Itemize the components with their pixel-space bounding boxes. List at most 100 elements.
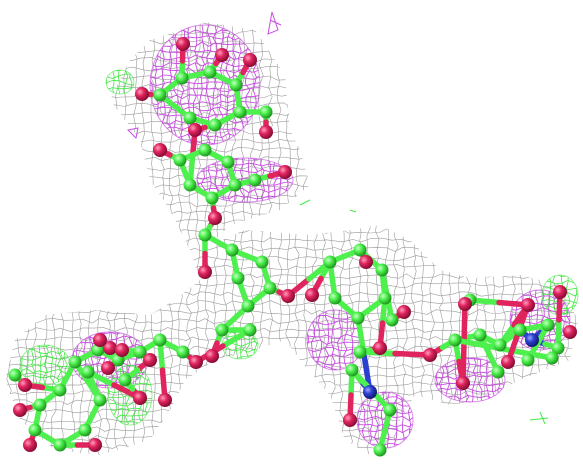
- oxygen-atom: [18, 378, 32, 392]
- oxygen-atom: [458, 297, 472, 311]
- oxygen-atom: [143, 353, 157, 367]
- mesh-fragment-top: [268, 12, 281, 34]
- oxygen-atom: [205, 349, 219, 363]
- carbon-atom: [449, 334, 462, 347]
- oxygen-atom: [188, 123, 202, 137]
- carbon-atom: [174, 154, 187, 167]
- mesh-fragment-right: [530, 412, 548, 424]
- carbon-atom: [546, 352, 559, 365]
- carbon-atom: [79, 424, 92, 437]
- carbon-atom: [260, 106, 273, 119]
- oxygen-atom: [397, 305, 411, 319]
- oxygen-atom: [23, 438, 37, 452]
- carbon-atom: [379, 292, 392, 305]
- density-mesh: [0, 12, 583, 468]
- carbon-atom: [234, 106, 247, 119]
- carbon-atom: [352, 312, 365, 325]
- carbon-atom: [354, 346, 367, 359]
- carbon-atom: [514, 324, 527, 337]
- carbon-atom: [232, 272, 245, 285]
- carbon-atom: [374, 444, 387, 457]
- carbon-atom: [474, 329, 487, 342]
- oxygen-atom: [563, 325, 577, 339]
- oxygen-atom: [243, 53, 257, 67]
- nitrogen-atom: [363, 385, 377, 399]
- carbon-atom: [494, 339, 507, 352]
- carbon-atom: [329, 292, 342, 305]
- carbon-atom: [346, 364, 359, 377]
- oxygen-atom: [198, 265, 212, 279]
- mesh-green-top: [104, 69, 139, 96]
- carbon-atom: [256, 256, 269, 269]
- oxygen-atom: [305, 288, 319, 302]
- oxygen-atom: [456, 376, 470, 390]
- carbon-atom: [94, 394, 107, 407]
- carbon-atom: [9, 369, 22, 382]
- carbon-atom: [386, 314, 399, 327]
- mesh-fragment-left: [128, 128, 138, 138]
- oxygen-atom: [189, 355, 203, 369]
- carbon-atom: [492, 366, 505, 379]
- oxygen-atom: [343, 413, 357, 427]
- carbon-atom: [522, 354, 535, 367]
- nitrogen-atom: [525, 333, 539, 347]
- carbon-atom: [376, 264, 389, 277]
- oxygen-atom: [88, 438, 102, 452]
- carbon-atom: [34, 399, 47, 412]
- oxygen-atom: [521, 298, 535, 312]
- carbon-atom: [54, 384, 67, 397]
- oxygen-atom: [176, 37, 190, 51]
- carbon-atom: [154, 334, 167, 347]
- carbon-atom: [354, 244, 367, 257]
- oxygen-atom: [553, 285, 567, 299]
- carbon-atom: [29, 424, 42, 437]
- carbon-atom: [176, 72, 189, 85]
- oxygen-atom: [158, 393, 172, 407]
- carbon-atom: [204, 66, 217, 79]
- carbon-atom: [264, 282, 277, 295]
- oxygen-atom: [93, 333, 107, 347]
- oxygen-atom: [133, 391, 147, 405]
- carbon-atom: [216, 324, 229, 337]
- carbon-atom: [324, 256, 337, 269]
- carbon-atom: [184, 179, 197, 192]
- carbon-atom: [244, 324, 257, 337]
- oxygen-atom: [359, 255, 373, 269]
- carbon-atom: [54, 439, 67, 452]
- oxygen-atom: [281, 289, 295, 303]
- carbon-atom: [199, 229, 212, 242]
- carbon-atom: [230, 79, 243, 92]
- carbon-atom: [184, 112, 197, 125]
- carbon-atom: [82, 366, 95, 379]
- carbon-atom: [69, 356, 82, 369]
- carbon-atom: [542, 319, 555, 332]
- mesh-fragment-mid: [300, 200, 356, 212]
- oxygen-atom: [259, 125, 273, 139]
- oxygen-atom: [153, 143, 167, 157]
- oxygen-atom: [215, 48, 229, 62]
- carbon-atom: [119, 374, 132, 387]
- carbon-atom: [229, 179, 242, 192]
- carbon-atom: [384, 404, 397, 417]
- oxygen-atom: [135, 87, 149, 101]
- carbon-atom: [249, 174, 262, 187]
- oxygen-atom: [373, 341, 387, 355]
- carbon-atom: [206, 192, 219, 205]
- carbon-atom: [199, 144, 212, 157]
- oxygen-atom: [208, 211, 222, 225]
- oxygen-atom: [13, 403, 27, 417]
- oxygen-atom: [101, 361, 115, 375]
- carbon-atom: [226, 244, 239, 257]
- oxygen-atom: [115, 343, 129, 357]
- carbon-atom: [209, 119, 222, 132]
- mesh-grey: [0, 13, 583, 468]
- carbon-atom: [154, 89, 167, 102]
- carbon-atom: [242, 300, 255, 313]
- oxygen-atom: [278, 165, 292, 179]
- carbon-atom: [177, 346, 190, 359]
- carbon-atom: [222, 156, 235, 169]
- oxygen-atom: [423, 348, 437, 362]
- oxygen-atom: [501, 355, 515, 369]
